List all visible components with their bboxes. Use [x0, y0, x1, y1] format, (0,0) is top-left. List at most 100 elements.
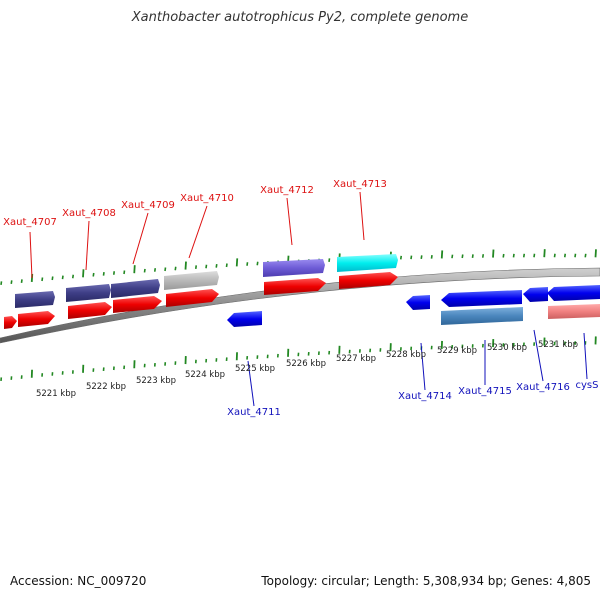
outer-tick	[584, 253, 587, 258]
outer-tick	[61, 275, 64, 280]
outer-tick	[51, 276, 54, 281]
gene-arrow-4713-domain	[337, 254, 398, 272]
scale-label: 5225 kbp	[235, 364, 275, 374]
gene-arrow-cysS	[547, 285, 600, 301]
scale-label: 5228 kbp	[386, 350, 426, 360]
leader-line	[247, 360, 255, 407]
gene-arrow-4710-domain	[164, 271, 219, 290]
gene-arrow-4712	[264, 278, 326, 295]
gene-arrow-4707-domain	[15, 291, 55, 308]
leader-line	[286, 197, 293, 246]
gene-arrow-4711	[227, 311, 262, 327]
gene-labels: Xaut_4707 Xaut_4708 Xaut_4709 Xaut_4710 Xaut…	[3, 179, 598, 418]
gene-label[interactable]: Xaut_4714	[398, 391, 452, 402]
outer-tick	[512, 253, 515, 258]
scale-labels: 5221 kbp 5222 kbp 5223 kbp 5224 kbp 5225 kbp…	[36, 340, 578, 399]
gene-arrow-4709	[113, 296, 162, 313]
outer-tick	[143, 268, 146, 273]
outer-tick	[153, 268, 157, 272]
outer-tick	[123, 270, 126, 275]
outer-tick	[102, 272, 105, 276]
outer-tick	[574, 253, 577, 258]
outer-tick	[461, 254, 464, 259]
scale-label: 5231 kbp	[538, 340, 578, 350]
outer-tick	[82, 269, 85, 278]
gene-label[interactable]: Xaut_4711	[227, 407, 281, 418]
gene-label[interactable]: Xaut_4715	[458, 386, 512, 397]
gene-arrow-4716	[523, 287, 548, 302]
gene-label[interactable]: Xaut_4712	[260, 185, 314, 196]
outer-tick	[471, 254, 474, 258]
leader-line	[420, 342, 426, 391]
outer-tick	[0, 281, 3, 286]
gene-label[interactable]: Xaut_4707	[3, 217, 57, 228]
forward-feature-row	[4, 254, 398, 329]
genome-summary: Topology: circular; Length: 5,308,934 bp…	[261, 574, 591, 588]
outer-tick	[10, 280, 13, 284]
gene-label[interactable]: Xaut_4716	[516, 382, 570, 393]
outer-tick	[481, 254, 485, 258]
outer-tick	[492, 249, 495, 258]
outer-tick	[20, 279, 23, 284]
outer-tick	[256, 261, 259, 266]
outer-tick	[215, 263, 218, 268]
outer-tick	[235, 258, 239, 267]
gene-arrow-edge	[4, 316, 17, 329]
leader-line	[85, 220, 90, 271]
outer-tick	[410, 255, 413, 260]
outer-tick	[41, 277, 44, 282]
outer-tick	[543, 249, 546, 258]
gene-arrow-4708	[68, 302, 112, 319]
gene-label[interactable]: Xaut_4713	[333, 179, 387, 190]
outer-tick	[92, 272, 95, 277]
outer-tick	[563, 253, 567, 258]
leader-line	[188, 205, 208, 259]
leader-line	[359, 191, 365, 241]
outer-tick	[533, 253, 536, 258]
gene-arrow-4715	[441, 290, 522, 307]
outer-tick	[553, 253, 556, 258]
outer-tick	[164, 267, 167, 272]
outer-tick	[174, 266, 177, 271]
outer-tick	[328, 258, 331, 262]
outer-tick	[399, 255, 403, 260]
scale-label: 5227 kbp	[336, 354, 376, 364]
gene-arrow-4707	[18, 311, 55, 327]
outer-tick	[522, 253, 526, 258]
gene-arrow-4710	[166, 289, 219, 307]
outer-tick	[225, 263, 228, 268]
gene-arrow-4715-domain	[441, 307, 523, 325]
map-title: Xanthobacter autotrophicus Py2, complete…	[131, 10, 469, 25]
gene-arrow-4708-domain	[66, 284, 111, 302]
outer-tick	[112, 271, 116, 275]
leader-line	[132, 212, 149, 265]
scale-label: 5221 kbp	[36, 389, 76, 399]
reverse-feature-row	[227, 285, 600, 327]
leader-line	[583, 332, 588, 380]
outer-tick	[246, 262, 249, 266]
gene-label[interactable]: cysS	[576, 380, 599, 391]
gene-arrow-4709-domain	[111, 279, 160, 298]
gene-arrow-4713	[339, 272, 398, 289]
accession-label: Accession: NC_009720	[10, 574, 147, 588]
gene-arrow-4712-domain	[263, 259, 325, 277]
outer-tick	[594, 249, 597, 258]
scale-label: 5226 kbp	[286, 359, 326, 369]
outer-tick	[133, 265, 136, 274]
outer-tick	[502, 253, 505, 258]
outer-tick	[451, 254, 454, 259]
gene-label[interactable]: Xaut_4709	[121, 200, 175, 211]
outer-tick	[205, 264, 208, 269]
leader-line	[29, 231, 33, 279]
outer-tick	[440, 250, 444, 259]
scale-label: 5229 kbp	[437, 346, 477, 356]
gene-label[interactable]: Xaut_4708	[62, 208, 116, 219]
outer-tick	[430, 254, 433, 259]
outer-tick	[71, 274, 75, 279]
scale-label: 5223 kbp	[136, 376, 176, 386]
gene-label[interactable]: Xaut_4710	[180, 193, 234, 204]
scale-label: 5224 kbp	[185, 370, 225, 380]
leader-line	[533, 329, 544, 382]
